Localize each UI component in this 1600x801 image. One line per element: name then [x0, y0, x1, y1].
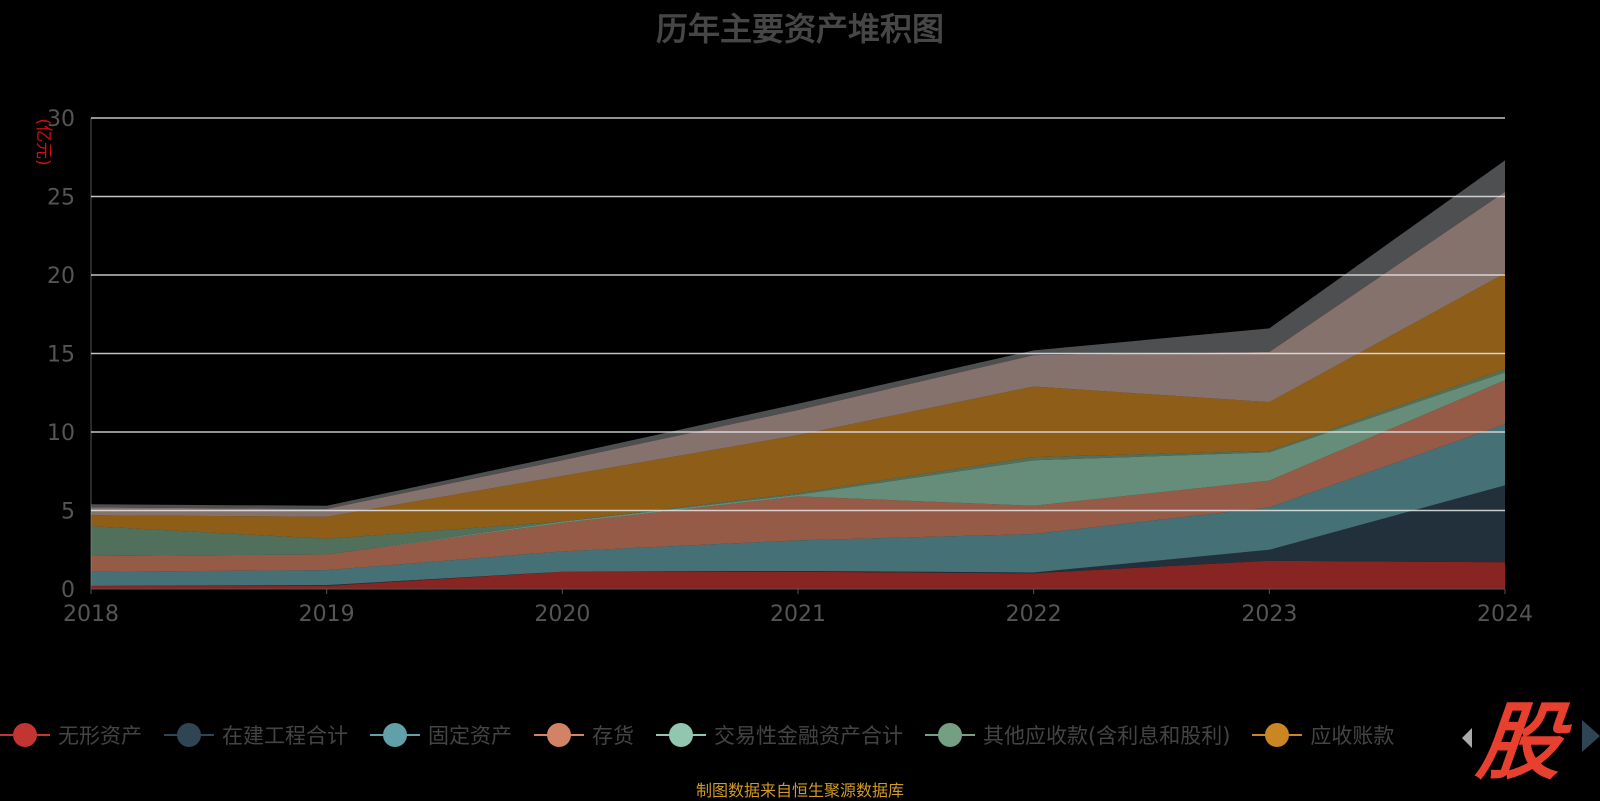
x-tick-label: 2018 [63, 602, 119, 627]
legend-label: 其他应收款(含利息和股利) [983, 724, 1231, 748]
x-tick-label: 2024 [1477, 602, 1533, 627]
source-note: 制图数据来自恒生聚源数据库 [695, 781, 904, 800]
y-tick-label: 0 [61, 578, 75, 603]
logo: 股 [1472, 692, 1568, 791]
area-series-8 [91, 160, 1505, 509]
y-axis-label: (亿元) [33, 118, 53, 165]
legend-label: 无形资产 [58, 724, 142, 748]
legend-item[interactable]: 存货 [534, 720, 634, 750]
y-tick-label: 10 [47, 421, 75, 446]
x-tick-label: 2022 [1006, 602, 1062, 627]
legend-item[interactable]: 应收账款 [1252, 720, 1394, 750]
y-tick-label: 30 [47, 107, 75, 132]
legend-marker-icon [656, 723, 706, 747]
legend-marker-icon [0, 723, 50, 747]
legend-item[interactable]: 交易性金融资产合计 [656, 720, 903, 750]
area-series-2 [91, 424, 1505, 586]
area-series-5 [91, 369, 1505, 557]
legend-marker-icon [1252, 723, 1303, 747]
area-series-7 [91, 191, 1505, 517]
legend-item[interactable]: 其他应收款(含利息和股利) [925, 720, 1230, 750]
legend-marker-icon [164, 723, 214, 747]
y-tick-label: 20 [47, 264, 75, 289]
x-tick-label: 2023 [1241, 602, 1297, 627]
y-tick-label: 15 [47, 343, 75, 368]
legend-marker-icon [925, 723, 975, 747]
legend-label: 固定资产 [428, 724, 512, 748]
chart-title: 历年主要资产堆积图 [655, 10, 944, 48]
legend-item[interactable]: 无形资产 [0, 720, 142, 750]
area-series-4 [91, 372, 1505, 557]
y-tick-label: 25 [47, 186, 75, 211]
area-series-6 [91, 273, 1505, 539]
legend-item[interactable]: 在建工程合计 [164, 720, 348, 750]
legend-marker-icon [370, 723, 420, 747]
legend-label: 在建工程合计 [222, 724, 348, 748]
legend-marker-icon [534, 723, 584, 747]
legend-label: 交易性金融资产合计 [714, 724, 903, 748]
x-tick-label: 2021 [770, 602, 826, 627]
legend-label: 应收账款 [1310, 724, 1395, 748]
y-tick-label: 5 [61, 500, 75, 525]
area-series-3 [91, 380, 1505, 572]
legend-item[interactable]: 固定资产 [370, 720, 512, 750]
legend-next-page-icon[interactable] [1582, 720, 1600, 752]
legend-prev-page-icon[interactable] [1462, 728, 1472, 748]
x-tick-label: 2020 [534, 602, 590, 627]
legend: 无形资产 在建工程合计 固定资产 存货 交易性金融资产合计 其他应收款(含利息和股利) 应收… [0, 718, 1416, 752]
stacked-area-chart: 0 5 10 15 20 25 30 2018 2019 2020 2021 2022 2023 2024… [33, 107, 1533, 627]
legend-label: 存货 [592, 724, 634, 748]
x-tick-label: 2019 [299, 602, 355, 627]
area-series-0 [91, 560, 1505, 589]
